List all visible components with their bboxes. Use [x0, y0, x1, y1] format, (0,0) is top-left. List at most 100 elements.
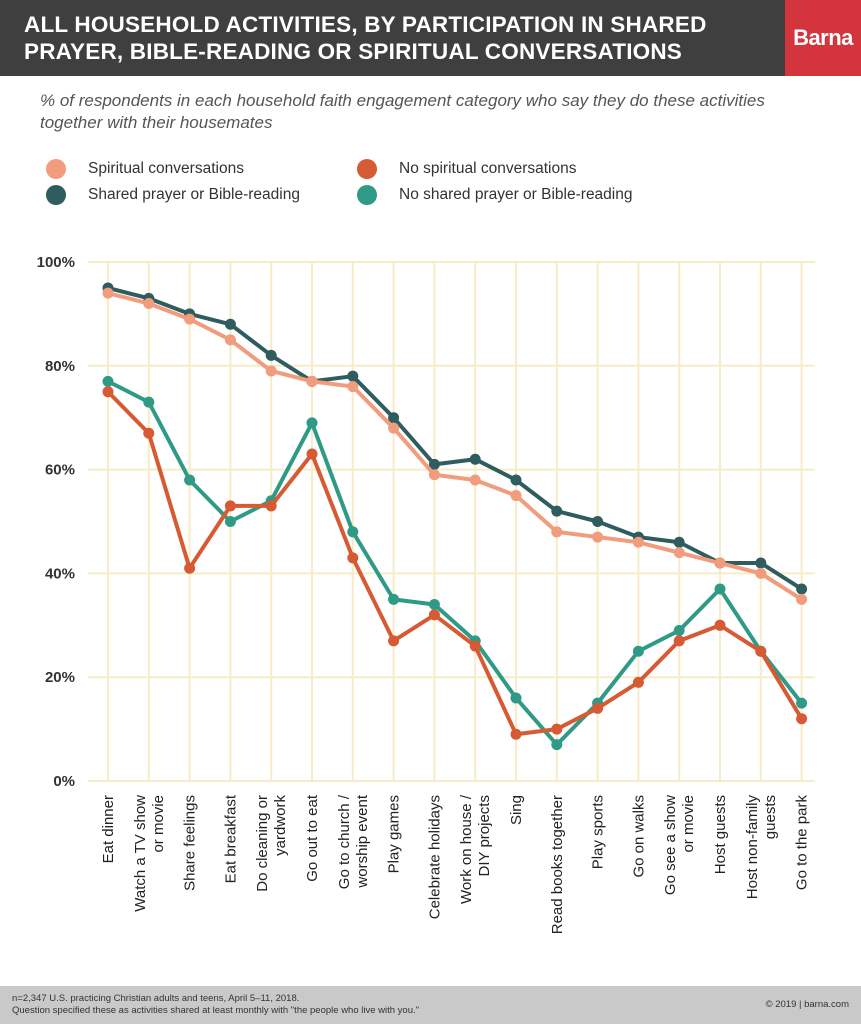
x-tick-label: Sing: [508, 795, 525, 825]
data-point: [143, 298, 155, 310]
data-point: [469, 453, 481, 465]
x-tick-label: Go to church /: [336, 794, 353, 889]
data-point: [796, 593, 808, 605]
data-point: [714, 619, 726, 631]
data-point: [673, 536, 685, 548]
data-point: [224, 516, 236, 527]
x-tick-label: Go on walks: [630, 795, 647, 878]
x-tick-label: guests: [762, 795, 779, 839]
legend-item-shared-prayer: Shared prayer or Bible-reading: [46, 185, 300, 205]
data-point: [428, 469, 440, 481]
copyright: © 2019 | barna.com: [765, 999, 849, 1010]
x-tick-label: Go out to eat: [304, 794, 321, 882]
data-point: [755, 567, 767, 579]
data-point: [102, 386, 114, 398]
data-point: [551, 739, 563, 751]
x-tick-label: Eat dinner: [100, 795, 117, 863]
data-point: [388, 635, 400, 647]
x-tick-label: Watch a TV show: [132, 795, 149, 912]
data-point: [347, 381, 359, 393]
data-point: [551, 723, 563, 735]
series-line: [107, 379, 804, 747]
data-point: [632, 676, 644, 688]
x-tick-label: Go to the park: [794, 795, 811, 891]
x-tick-label: or movie: [150, 795, 167, 853]
x-tick-label: or movie: [680, 795, 697, 853]
data-point: [510, 728, 522, 740]
legend-marker: [357, 185, 377, 205]
data-point: [714, 557, 726, 569]
data-point: [510, 490, 522, 502]
data-point: [306, 448, 318, 460]
x-tick-label: worship event: [354, 794, 371, 888]
data-point: [184, 313, 196, 325]
x-tick-label: Play games: [386, 795, 403, 873]
data-point: [388, 412, 400, 424]
x-tick-label: Read books together: [549, 795, 566, 934]
data-point: [102, 287, 114, 299]
y-tick-label: 0%: [53, 773, 75, 790]
data-point: [673, 547, 685, 559]
x-tick-label: Go see a show: [662, 795, 679, 895]
data-point: [428, 609, 440, 621]
legend-label: No spiritual conversations: [399, 160, 577, 177]
data-point: [592, 531, 604, 543]
chart-subtitle: % of respondents in each household faith…: [40, 91, 765, 132]
x-tick-label: Play sports: [590, 795, 607, 869]
data-point: [796, 697, 808, 709]
data-point: [265, 365, 277, 377]
data-point: [755, 557, 767, 569]
data-point: [347, 552, 359, 564]
legend-marker: [46, 159, 66, 179]
legend-item-spiritual-conversations: Spiritual conversations: [46, 159, 244, 179]
x-tick-label: Host non-family: [744, 795, 761, 900]
data-point: [551, 526, 563, 538]
series-line: [107, 286, 803, 591]
data-point: [632, 536, 644, 548]
series-line: [107, 291, 803, 602]
x-tick-label: Work on house /: [458, 794, 475, 904]
legend-item-no-shared-prayer: No shared prayer or Bible-reading: [357, 185, 632, 205]
data-point: [796, 713, 808, 725]
footnote-line: n=2,347 U.S. practicing Christian adults…: [12, 993, 300, 1004]
y-tick-label: 40%: [45, 565, 75, 582]
footer-bar: n=2,347 U.S. practicing Christian adults…: [0, 986, 861, 1024]
legend-label: Shared prayer or Bible-reading: [88, 186, 300, 203]
data-point: [428, 458, 440, 470]
data-point: [510, 474, 522, 486]
data-point: [388, 593, 400, 605]
legend-item-no-spiritual-conversations: No spiritual conversations: [357, 159, 576, 179]
data-point: [510, 692, 522, 704]
x-tick-label: DIY projects: [476, 795, 493, 876]
y-tick-label: 100%: [37, 254, 75, 271]
data-point: [265, 349, 277, 361]
x-tick-label: Eat breakfast: [222, 794, 239, 883]
y-tick-label: 20%: [45, 669, 75, 686]
data-point: [224, 318, 236, 330]
legend-label: Spiritual conversations: [88, 160, 244, 177]
data-point: [469, 474, 481, 486]
x-tick-label: yardwork: [272, 795, 289, 856]
data-point: [714, 583, 726, 595]
data-point: [592, 702, 604, 714]
x-tick-label: Host guests: [712, 795, 729, 874]
line-chart: 0% 20% 40% 60% 80% 100% Eat dinner Watch a TV s…: [37, 254, 815, 934]
data-point: [184, 562, 196, 574]
data-point: [347, 370, 359, 382]
data-point: [143, 427, 155, 439]
data-point: [632, 645, 644, 657]
data-point: [428, 599, 440, 611]
legend-marker: [357, 159, 377, 179]
data-point: [224, 334, 236, 346]
data-point: [184, 474, 196, 486]
data-point: [796, 583, 808, 595]
data-point: [673, 635, 685, 647]
legend-label: No shared prayer or Bible-reading: [399, 186, 633, 203]
x-tick-label: Do cleaning or: [254, 795, 271, 892]
y-tick-label: 80%: [45, 358, 75, 375]
data-point: [673, 624, 685, 636]
footnote-line: Question specified these as activities s…: [12, 1005, 420, 1016]
header-bar: All household activities, by participati…: [0, 0, 861, 76]
data-point: [306, 375, 318, 387]
data-point: [347, 526, 359, 538]
